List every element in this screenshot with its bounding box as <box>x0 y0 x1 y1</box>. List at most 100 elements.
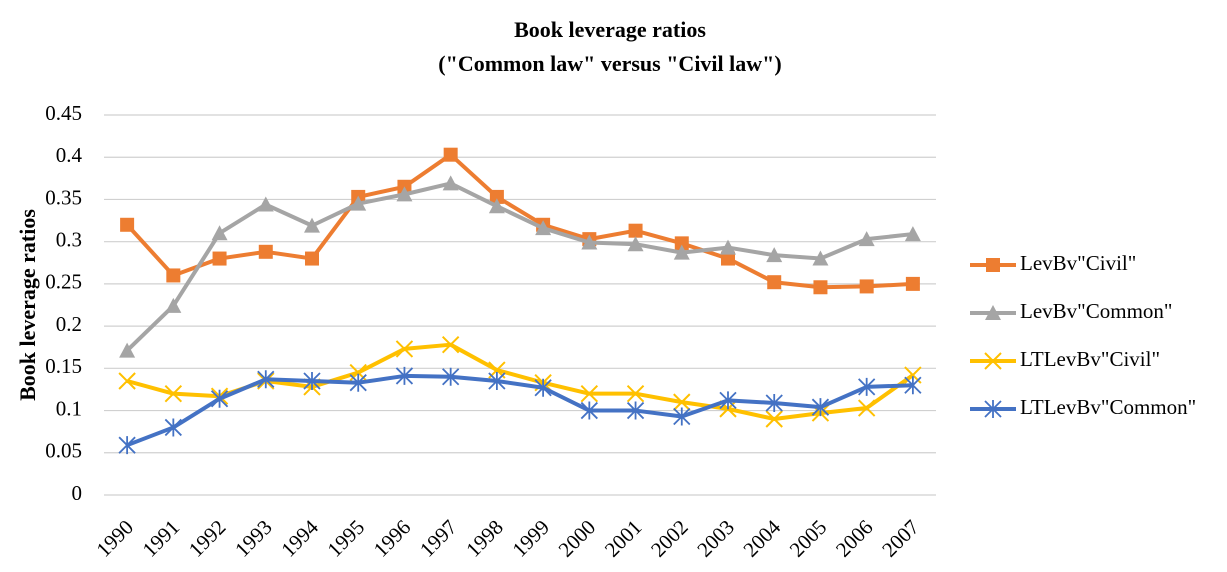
marker <box>349 373 367 392</box>
marker <box>534 378 552 397</box>
marker <box>211 225 228 241</box>
marker <box>441 335 460 354</box>
y-tick-label: 0.4 <box>56 143 83 167</box>
y-tick-label: 0.3 <box>56 227 82 251</box>
marker <box>720 239 736 255</box>
marker <box>626 384 645 403</box>
marker <box>396 186 413 202</box>
marker <box>118 372 136 390</box>
marker <box>488 198 505 214</box>
x-tick-label: 2001 <box>600 515 647 562</box>
x-tick-label: 1997 <box>415 515 462 562</box>
marker <box>164 384 183 403</box>
marker <box>857 399 876 417</box>
y-tick-label: 0.45 <box>45 101 82 125</box>
marker <box>986 258 1000 272</box>
x-tick-label: 2006 <box>831 515 878 562</box>
marker <box>719 391 737 410</box>
marker <box>628 223 643 238</box>
marker <box>258 244 273 259</box>
x-tick-label: 1995 <box>322 515 369 562</box>
legend-label: LevBv"Civil" <box>1020 251 1136 275</box>
marker <box>984 400 1002 418</box>
marker <box>442 175 459 191</box>
marker <box>395 340 414 358</box>
marker <box>118 436 136 455</box>
marker <box>674 236 689 251</box>
marker <box>535 220 552 236</box>
marker <box>257 196 274 212</box>
y-tick-label: 0.35 <box>45 185 82 209</box>
marker <box>303 372 321 390</box>
marker <box>765 393 783 412</box>
marker <box>766 247 783 263</box>
marker <box>305 251 319 266</box>
x-tick-label: 2007 <box>877 515 924 562</box>
marker <box>443 147 458 162</box>
marker <box>811 398 830 417</box>
y-tick-label: 0.05 <box>45 439 82 463</box>
x-tick-label: 1992 <box>184 515 231 562</box>
y-tick-label: 0.1 <box>56 396 82 420</box>
legend-label: LTLevBv"Common" <box>1020 395 1196 419</box>
x-tick-label: 1998 <box>461 515 508 562</box>
marker <box>858 377 876 396</box>
marker <box>166 268 181 283</box>
marker <box>767 275 782 290</box>
series-line <box>126 373 913 448</box>
marker <box>765 410 783 428</box>
x-tick-label: 2003 <box>692 515 739 562</box>
marker <box>904 376 922 395</box>
x-tick-label: 2004 <box>738 515 785 562</box>
series-line <box>125 152 913 290</box>
marker <box>859 279 874 294</box>
marker <box>627 236 644 252</box>
marker <box>257 370 275 389</box>
y-tick-label: 0.2 <box>56 312 82 336</box>
marker <box>812 250 829 266</box>
marker <box>212 251 227 266</box>
x-tick-label: 2002 <box>646 515 693 562</box>
marker <box>673 407 691 426</box>
x-tick-label: 1993 <box>230 515 277 562</box>
chart-subtitle: ("Common law" versus "Civil law") <box>438 51 781 76</box>
legend-label: LevBv"Common" <box>1020 299 1172 323</box>
y-tick-label: 0.25 <box>45 270 82 294</box>
y-tick-label: 0.15 <box>45 354 82 378</box>
marker <box>120 217 135 232</box>
x-tick-label: 1990 <box>91 515 138 562</box>
series-line <box>126 342 915 421</box>
x-tick-label: 1999 <box>507 515 554 562</box>
marker <box>164 418 182 437</box>
marker <box>580 401 598 420</box>
marker <box>488 372 506 390</box>
marker <box>395 366 414 385</box>
marker <box>350 195 367 211</box>
chart-title: Book leverage ratios <box>514 17 706 42</box>
marker <box>673 244 690 260</box>
marker <box>489 189 504 204</box>
marker <box>904 226 921 242</box>
x-tick-label: 1994 <box>276 515 323 562</box>
x-tick-label: 1996 <box>369 515 416 562</box>
marker <box>985 305 1001 320</box>
marker <box>984 352 1002 370</box>
marker <box>813 280 828 295</box>
marker <box>119 342 136 358</box>
marker <box>626 401 645 420</box>
marker <box>210 389 229 408</box>
legend-label: LTLevBv"Civil" <box>1020 347 1160 371</box>
y-tick-label: 0 <box>72 481 83 505</box>
y-axis-label: Book leverage ratios <box>15 209 40 401</box>
marker <box>580 384 599 403</box>
marker <box>858 231 875 247</box>
marker <box>304 217 320 233</box>
x-tick-label: 2000 <box>554 515 601 562</box>
series-line <box>125 181 914 353</box>
x-tick-label: 1991 <box>138 515 185 562</box>
marker <box>905 276 920 291</box>
marker <box>581 234 598 250</box>
marker <box>721 251 735 266</box>
x-tick-label: 2005 <box>785 515 832 562</box>
